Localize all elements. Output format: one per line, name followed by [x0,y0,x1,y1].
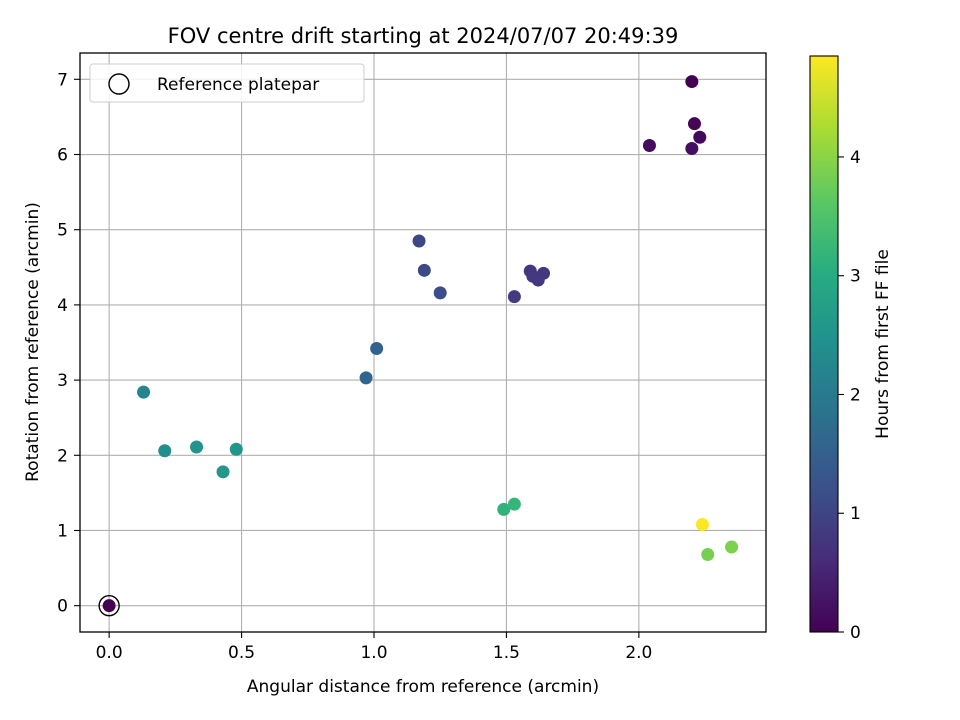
colorbar-tick-label: 3 [850,267,861,287]
y-tick-label: 7 [57,70,68,90]
colorbar-tick-label: 4 [850,148,861,168]
plot-grid [80,53,766,632]
data-point [158,444,172,458]
y-tick-label: 3 [57,371,68,391]
x-tick-label: 1.5 [493,643,520,663]
x-tick-label: 0.5 [228,643,255,663]
data-point [685,75,699,89]
plot-area-frame [79,52,767,633]
data-point [531,273,545,287]
data-point [693,130,707,144]
data-point [507,290,521,304]
chart-title: FOV centre drift starting at 2024/07/07 … [168,24,679,48]
y-tick-label: 6 [57,146,68,166]
data-point [497,502,511,516]
reference-marker [98,594,120,617]
y-tick-label: 0 [57,597,68,617]
data-point [642,138,656,152]
y-axis-ticks: 0 1 2 3 4 5 6 7 [57,70,80,617]
y-axis-label: Rotation from reference (arcmin) [23,202,43,482]
data-point [102,599,116,613]
colorbar-tick-label: 0 [850,623,861,643]
y-tick-label: 5 [57,221,68,241]
colorbar-tick-label: 2 [850,385,861,405]
data-point [687,117,701,131]
colorbar: 0 1 2 3 4 Hours from first FF file [809,55,893,643]
data-point [685,141,699,155]
data-point [190,440,204,454]
legend-marker [108,73,130,95]
data-point [695,517,709,531]
x-tick-label: 2.0 [625,643,652,663]
data-point [417,263,431,277]
data-point [229,442,243,456]
colorbar-gradient [809,55,839,633]
x-tick-label: 1.0 [360,643,387,663]
y-tick-label: 1 [57,521,68,541]
x-tick-label: 0.0 [96,643,123,663]
legend-entry-label: Reference platepar [157,75,319,95]
colorbar-label: Hours from first FF file [873,249,893,439]
data-point [701,548,715,562]
legend: Reference platepar [89,63,365,103]
data-point [137,385,151,399]
data-point [725,540,739,554]
data-points [98,75,739,617]
x-axis-ticks: 0.0 0.5 1.0 1.5 2.0 [96,632,652,663]
y-tick-label: 2 [57,446,68,466]
data-point [359,371,373,385]
data-point [507,497,521,511]
data-point [412,234,426,248]
x-axis-label: Angular distance from reference (arcmin) [247,677,599,697]
legend-frame [89,63,365,103]
colorbar-tick-label: 1 [850,504,861,524]
y-tick-label: 4 [57,296,68,316]
colorbar-ticks: 0 1 2 3 4 [838,148,861,643]
data-point [216,465,230,479]
data-point [370,342,384,356]
data-point [433,286,447,300]
